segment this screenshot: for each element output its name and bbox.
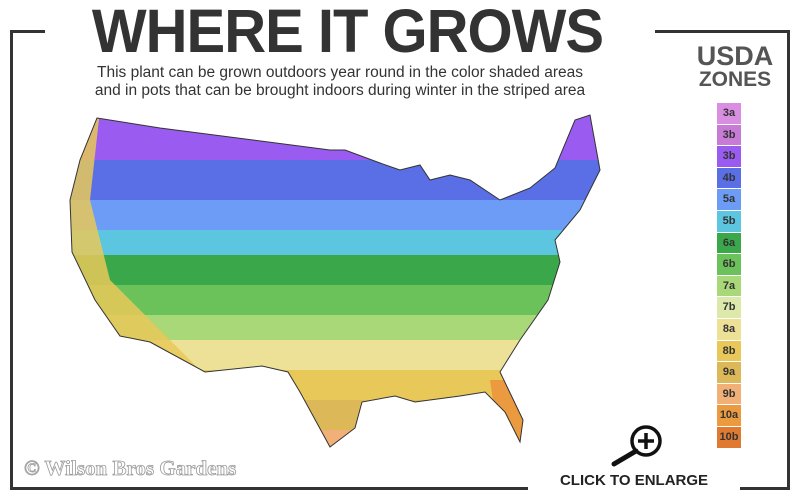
zone-bands	[70, 115, 600, 447]
frame-top-right	[655, 30, 790, 33]
subtitle-line-1: This plant can be grown outdoors year ro…	[97, 64, 583, 81]
legend-zone-7b: 7b	[717, 297, 741, 318]
frame-bottom-right	[740, 487, 790, 490]
subtitle-line-2: and in pots that can be brought indoors …	[94, 82, 586, 99]
legend-title: USDA ZONES	[680, 41, 790, 92]
zone-legend: 3a 3b 3b 4b 5a 5b 6a 6b 7a 7b 8a 8b 9a 9b 10a 10b	[717, 103, 741, 449]
us-outline	[69, 114, 601, 448]
legend-zone-10b: 10b	[717, 426, 741, 448]
frame-right	[787, 30, 790, 490]
page-title: WHERE IT GROWS	[91, 0, 604, 66]
legend-zone-3b: 3b	[717, 124, 741, 146]
zone-band	[70, 230, 600, 255]
zone-band	[70, 400, 600, 430]
subtitle: This plant can be grown outdoors year ro…	[40, 64, 640, 100]
legend-zone-10a: 10a	[717, 405, 741, 426]
legend-zone-3b: 3b	[717, 146, 741, 167]
legend-title-line-2: ZONES	[698, 68, 772, 91]
click-to-enlarge-button[interactable]: CLICK TO ENLARGE	[559, 472, 709, 489]
zone-band	[70, 255, 600, 285]
florida-zone	[490, 380, 530, 447]
frame-top-left	[10, 30, 45, 33]
legend-zone-9a: 9a	[717, 362, 741, 383]
copyright-watermark: © Wilson Bros Gardens	[24, 456, 237, 481]
zone-band	[70, 340, 600, 370]
legend-zone-8b: 8b	[717, 340, 741, 362]
legend-zone-4b: 4b	[717, 167, 741, 189]
legend-zone-5a: 5a	[717, 189, 741, 210]
legend-zone-5b: 5b	[717, 210, 741, 232]
legend-zone-3a: 3a	[717, 103, 741, 124]
legend-zone-8a: 8a	[717, 318, 741, 340]
legend-zone-7a: 7a	[717, 275, 741, 297]
zone-band	[70, 115, 600, 160]
zone-band	[70, 160, 600, 200]
legend-zone-6a: 6a	[717, 232, 741, 254]
zone-band	[70, 370, 600, 400]
zoom-in-icon[interactable]	[608, 422, 664, 468]
zone-band	[70, 200, 600, 230]
zone-band	[70, 285, 600, 315]
legend-zone-9b: 9b	[717, 383, 741, 405]
frame-left	[10, 30, 13, 490]
legend-title-line-1: USDA	[696, 41, 774, 71]
frame-bottom-left	[10, 487, 528, 490]
legend-zone-6b: 6b	[717, 254, 741, 275]
